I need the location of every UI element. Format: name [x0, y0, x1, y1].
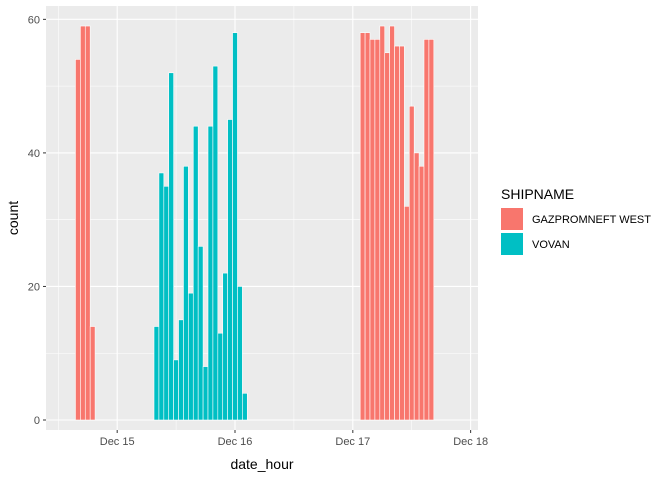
y-axis: 0 20 40 60 — [28, 14, 46, 427]
bar-vovan — [207, 125, 214, 421]
bar-gazpromneft-west — [399, 45, 405, 421]
x-tick-label: Dec 18 — [453, 436, 488, 448]
bar-vovan — [173, 359, 179, 421]
bar-vovan — [163, 185, 170, 421]
bar-gazpromneft-west — [408, 105, 415, 421]
bar-gazpromneft-west — [394, 45, 400, 421]
legend-label-vovan: VOVAN — [532, 239, 570, 251]
bar-gazpromneft-west — [364, 32, 371, 421]
bar-gazpromneft-west — [89, 326, 96, 421]
bar-vovan — [227, 119, 233, 421]
y-tick-label: 20 — [28, 281, 40, 293]
bar-vovan — [197, 246, 204, 421]
bar-vovan — [217, 332, 224, 421]
x-tick-label: Dec 16 — [218, 436, 253, 448]
bar-gazpromneft-west — [369, 39, 376, 421]
bar-vovan — [237, 286, 243, 421]
bar-vovan — [202, 366, 209, 421]
bar-gazpromneft-west — [384, 52, 390, 421]
bar-vovan — [242, 392, 248, 421]
bar-vovan — [232, 32, 238, 421]
bar-gazpromneft-west — [84, 25, 91, 421]
bar-gazpromneft-west — [428, 39, 435, 421]
bar-gazpromneft-west — [404, 206, 410, 421]
bar-gazpromneft-west — [379, 25, 386, 421]
bar-vovan — [178, 319, 184, 421]
x-tick-label: Dec 17 — [335, 436, 370, 448]
y-tick-label: 40 — [28, 148, 40, 160]
bar-vovan — [153, 326, 160, 421]
bar-gazpromneft-west — [359, 32, 366, 421]
bar-vovan — [188, 292, 194, 421]
bar-gazpromneft-west — [75, 59, 81, 421]
legend-swatch-vovan — [501, 233, 523, 255]
y-tick-label: 0 — [34, 415, 40, 427]
bar-vovan — [222, 272, 228, 421]
legend-label-gazpromneft-west: GAZPROMNEFT WEST — [532, 214, 651, 226]
bar-gazpromneft-west — [423, 39, 430, 421]
x-tick-label: Dec 15 — [100, 436, 135, 448]
bar-vovan — [183, 165, 189, 421]
x-axis-title: date_hour — [230, 456, 293, 472]
legend-swatch-gazpromneft-west — [501, 208, 523, 230]
legend: SHIPNAME GAZPROMNEFT WEST VOVAN — [501, 186, 651, 255]
bar-vovan — [158, 172, 165, 421]
bar-vovan — [212, 65, 219, 421]
bar-gazpromneft-west — [413, 152, 420, 421]
y-axis-title: count — [5, 201, 21, 235]
bar-gazpromneft-west — [374, 39, 381, 421]
x-axis: Dec 15 Dec 16 Dec 17 Dec 18 — [100, 430, 488, 448]
bar-gazpromneft-west — [389, 25, 395, 421]
bars — [75, 25, 435, 421]
bar-vovan — [192, 125, 199, 421]
bar-gazpromneft-west — [418, 165, 425, 421]
y-tick-label: 60 — [28, 14, 40, 26]
bar-vovan — [168, 72, 174, 421]
bar-gazpromneft-west — [80, 25, 86, 421]
legend-title: SHIPNAME — [501, 186, 574, 202]
